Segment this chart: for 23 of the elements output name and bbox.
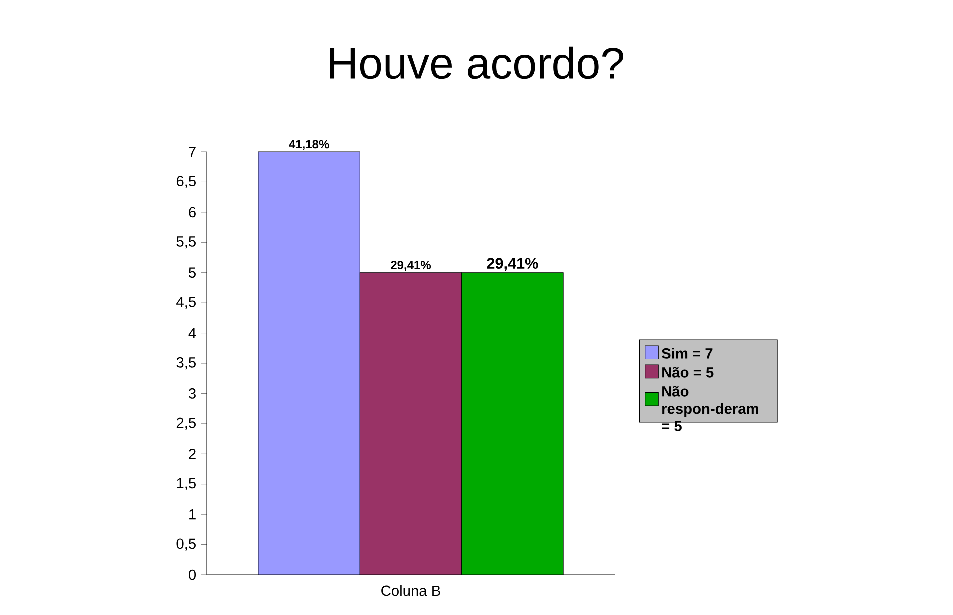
y-tick-label: 1,5 [177, 478, 196, 490]
y-tick-label: 5 [189, 268, 196, 278]
annotation: 29,41% [391, 261, 432, 272]
x-tick-label: Coluna B [382, 585, 440, 596]
y-tick-label: 4 [188, 328, 196, 338]
y-tick-label: 0 [189, 570, 196, 580]
legend-label: Não respon-deram = 5 [662, 386, 758, 432]
y-tick-label: 3,5 [176, 357, 196, 370]
y-tick-label: 7 [189, 146, 196, 158]
y-tick-label: 2,5 [176, 418, 196, 430]
annotation: 29,41% [487, 258, 538, 272]
y-tick-label: 2 [189, 449, 196, 460]
y-tick-label: 1 [190, 510, 196, 520]
text: 41,18% [289, 140, 330, 150]
y-tick-label: 6 [189, 207, 196, 218]
legend-label: Sim = 7 [662, 348, 713, 359]
y-tick-label: 0,5 [176, 538, 196, 551]
chart-title: Houve acordo? [330, 46, 624, 80]
legend-label: Não = 5 [662, 367, 714, 378]
y-tick-label: 3 [189, 388, 196, 399]
y-tick-label: 4,5 [176, 297, 196, 310]
y-tick-label: 6,5 [176, 176, 196, 188]
y-tick-label: 5,5 [176, 236, 196, 249]
